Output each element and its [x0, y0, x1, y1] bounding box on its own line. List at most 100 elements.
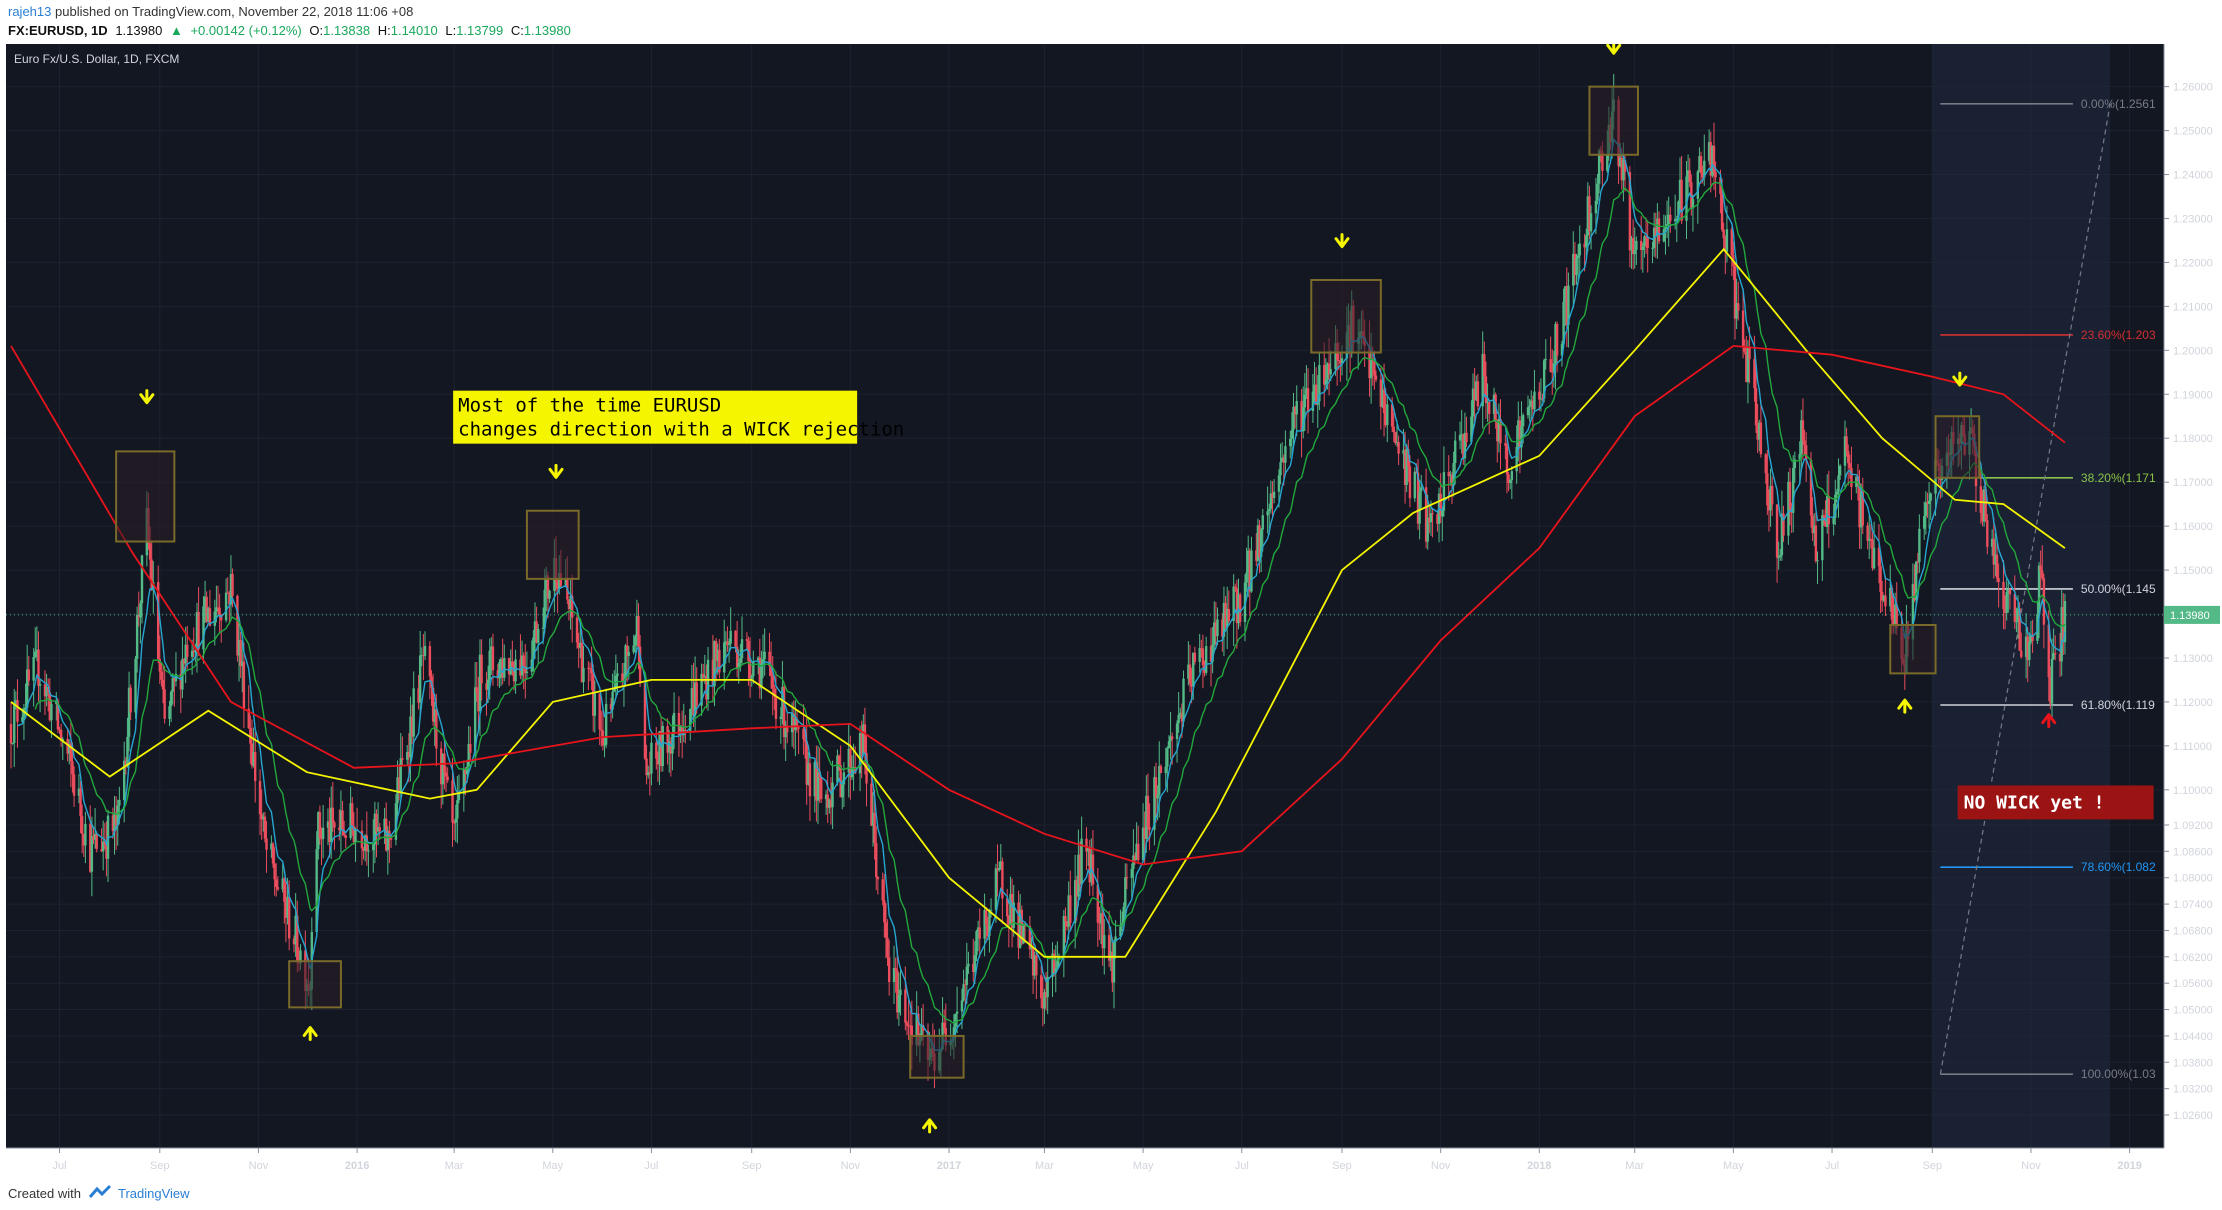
candle-body — [1699, 156, 1703, 174]
candle-body — [224, 592, 228, 621]
candle-body — [1046, 976, 1049, 998]
candle-body — [1990, 538, 1994, 547]
y-tick-label: 1.02600 — [2173, 1110, 2213, 1122]
candle-body — [611, 691, 614, 710]
candle-body — [1441, 510, 1444, 517]
candle-body — [871, 812, 875, 826]
candle-body — [1496, 421, 1499, 442]
candle-body — [1555, 324, 1559, 356]
candle-body — [1268, 508, 1271, 512]
candle-body — [32, 656, 35, 681]
candle-body — [1384, 413, 1387, 426]
candle-body — [624, 645, 627, 681]
candle-body — [158, 658, 161, 672]
x-tick-label: Sep — [742, 1160, 762, 1172]
candle-body — [1832, 517, 1835, 525]
candle-body — [174, 673, 178, 682]
candle-body — [1589, 213, 1593, 232]
current-price-label: 1.13980 — [2170, 610, 2210, 622]
candle-body — [1122, 906, 1125, 924]
candle-body — [1018, 909, 1022, 948]
price-chart[interactable]: 0.00%(1.2561 23.60%(1.203 38.20%(1.171 50.0… — [0, 44, 2222, 1176]
candle-body — [1573, 253, 1577, 275]
candle-body — [1318, 365, 1321, 402]
candle-body — [1709, 142, 1712, 176]
candle-body — [904, 989, 907, 1023]
low-value: 1.13799 — [456, 23, 504, 38]
candle-body — [973, 955, 977, 973]
candle-body — [216, 607, 220, 609]
candle-body — [1722, 229, 1725, 239]
candle-body — [1449, 475, 1452, 477]
candle-body — [587, 667, 590, 669]
candle-body — [863, 724, 867, 754]
candle-body — [1601, 151, 1604, 171]
candle-body — [480, 654, 483, 684]
candle-body — [80, 816, 84, 835]
candle-body — [90, 836, 94, 872]
candle-body — [464, 769, 467, 775]
candle-body — [705, 676, 708, 700]
candle-body — [92, 836, 95, 840]
candle-body — [250, 743, 254, 766]
candle-body — [1654, 227, 1657, 236]
open-label: O: — [309, 23, 324, 38]
candle-body — [378, 827, 381, 832]
candle-body — [2062, 607, 2065, 643]
candle-body — [55, 700, 58, 704]
candle-body — [1337, 360, 1340, 362]
candle-body — [1640, 240, 1643, 250]
candle-body — [1646, 237, 1649, 249]
candle-body — [1192, 652, 1195, 687]
candle-body — [150, 559, 153, 591]
candle-body — [1407, 449, 1410, 467]
x-tick-label: May — [1723, 1160, 1744, 1172]
candle-body — [2018, 608, 2021, 651]
candle-body — [808, 763, 812, 797]
candle-body — [281, 878, 284, 890]
candle-body — [1408, 466, 1412, 499]
annotation-text: Most of the time EURUSD — [458, 395, 721, 417]
candle-body — [2042, 578, 2046, 625]
candle-body — [600, 729, 603, 731]
candle-body — [270, 843, 273, 850]
x-tick-label: Mar — [1625, 1160, 1644, 1172]
candle-body — [1487, 402, 1491, 414]
author-link[interactable]: rajeh13 — [8, 4, 52, 19]
candle-body — [512, 666, 516, 682]
candle-body — [1827, 495, 1831, 525]
candle-body — [101, 841, 105, 852]
tradingview-link[interactable]: TradingView — [118, 1186, 190, 1201]
candle-body — [66, 738, 69, 754]
x-tick-label: Nov — [2021, 1160, 2041, 1172]
fib-zone — [1932, 44, 2111, 1148]
candle-body — [716, 649, 719, 661]
candle-body — [45, 686, 48, 697]
candle-body — [1381, 389, 1384, 407]
candle-body — [1277, 475, 1281, 492]
y-tick-label: 1.21000 — [2173, 301, 2213, 313]
candle-body — [1295, 401, 1298, 415]
candle-body — [1193, 652, 1197, 662]
candle-body — [292, 938, 296, 945]
candle-body — [1075, 880, 1078, 897]
candle-body — [2013, 594, 2016, 622]
x-tick-label: May — [542, 1160, 563, 1172]
candle-body — [318, 812, 322, 839]
candle-body — [1538, 391, 1541, 400]
candle-body — [1861, 491, 1864, 526]
candle-body — [1753, 359, 1756, 389]
candle-body — [265, 838, 268, 850]
x-tick-label: 2016 — [345, 1160, 369, 1172]
candle-body — [2047, 624, 2050, 678]
candle-body — [478, 654, 482, 712]
candle-body — [1651, 247, 1654, 249]
x-tick-label: Sep — [1923, 1160, 1943, 1172]
candle-body — [433, 709, 436, 722]
candle-body — [1031, 947, 1035, 976]
candle-body — [498, 662, 501, 679]
annotation-text: changes direction with a WICK rejection — [458, 419, 904, 441]
ma-yellow-line — [10, 247, 2066, 958]
candle-body — [955, 1011, 959, 1014]
candle-body — [1657, 218, 1661, 242]
